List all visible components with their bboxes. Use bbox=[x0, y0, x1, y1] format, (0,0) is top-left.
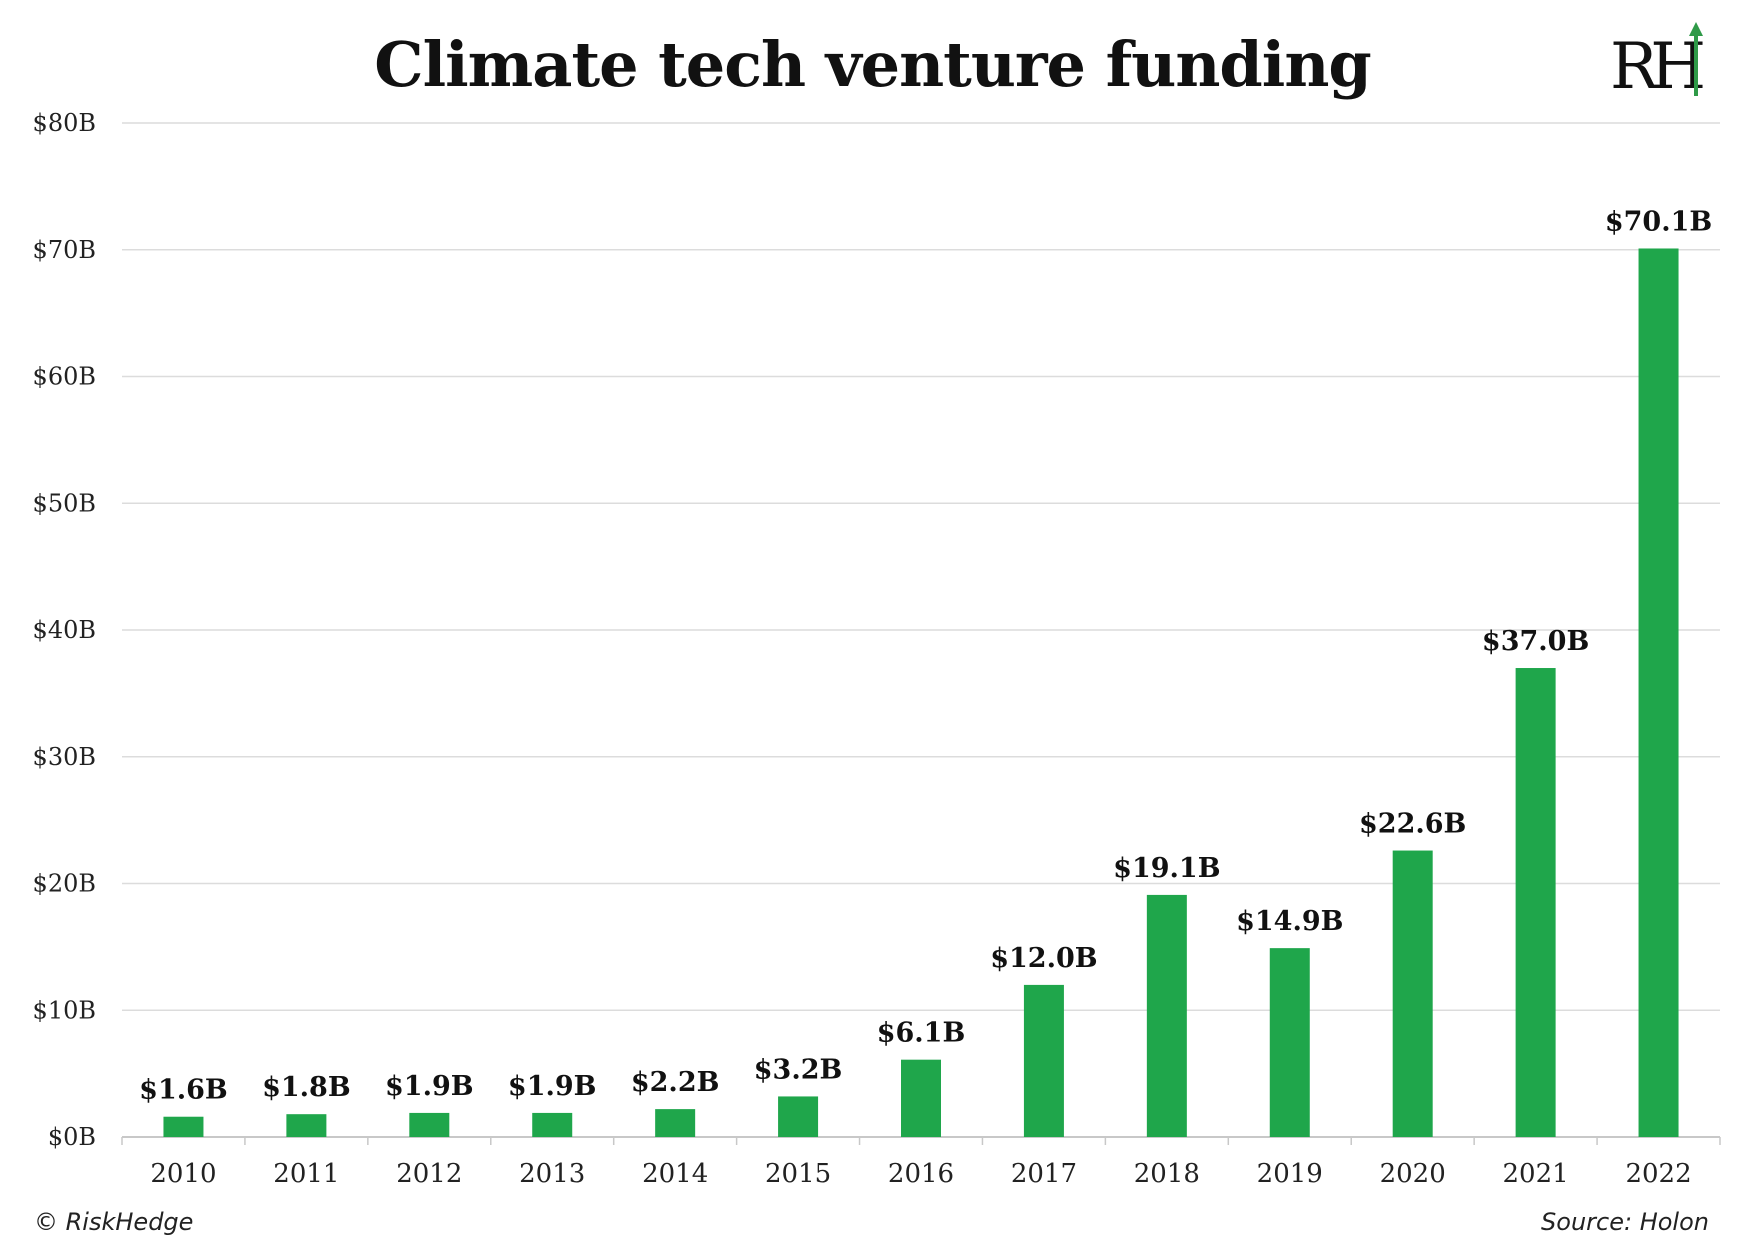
bar-2011 bbox=[286, 1114, 327, 1137]
x-tick-label: 2021 bbox=[1503, 1159, 1569, 1189]
data-label: $37.0B bbox=[1482, 626, 1589, 657]
copyright-text: © RiskHedge bbox=[34, 1208, 194, 1236]
bar-2019 bbox=[1269, 948, 1310, 1137]
x-tick-label: 2012 bbox=[396, 1159, 462, 1189]
x-tick-label: 2011 bbox=[273, 1159, 339, 1189]
x-tick-label: 2010 bbox=[150, 1159, 216, 1189]
source-text: Source: Holon bbox=[1541, 1208, 1709, 1236]
y-axis-labels: $0B $10B $20B $30B $40B $50B $60B $70B $80B bbox=[33, 109, 96, 1151]
x-tick-label: 2019 bbox=[1257, 1159, 1323, 1189]
bar-2021 bbox=[1515, 668, 1556, 1137]
x-tick-label: 2022 bbox=[1625, 1159, 1691, 1189]
y-tick-label: $20B bbox=[33, 870, 96, 898]
bar-2018 bbox=[1146, 894, 1187, 1137]
y-tick-label: $10B bbox=[33, 996, 96, 1024]
data-label: $14.9B bbox=[1236, 906, 1343, 937]
x-tick-label: 2018 bbox=[1134, 1159, 1200, 1189]
bar-2022 bbox=[1638, 248, 1679, 1138]
data-label: $2.2B bbox=[631, 1067, 720, 1098]
bars bbox=[163, 248, 1679, 1138]
x-tick-label: 2015 bbox=[765, 1159, 831, 1189]
y-tick-label: $60B bbox=[33, 363, 96, 391]
riskhedge-logo: RH bbox=[1610, 22, 1711, 102]
data-label: $12.0B bbox=[990, 943, 1097, 974]
x-tick-label: 2016 bbox=[888, 1159, 954, 1189]
bar-2016 bbox=[901, 1059, 941, 1137]
data-label: $1.9B bbox=[385, 1071, 474, 1102]
bar-2013 bbox=[532, 1112, 573, 1137]
x-tick-label: 2014 bbox=[642, 1159, 708, 1189]
bar-2012 bbox=[409, 1112, 450, 1137]
data-labels: $1.6B $1.8B $1.9B $1.9B $2.2B $3.2B $6.1B $12.0… bbox=[139, 206, 1712, 1105]
y-tick-label: $80B bbox=[33, 109, 96, 137]
x-tick-label: 2020 bbox=[1380, 1159, 1446, 1189]
y-tick-label: $40B bbox=[33, 616, 96, 644]
x-tick-label: 2013 bbox=[519, 1159, 585, 1189]
bar-2020 bbox=[1392, 850, 1433, 1137]
data-label: $3.2B bbox=[754, 1054, 843, 1085]
bar-2015 bbox=[778, 1096, 819, 1137]
data-label: $6.1B bbox=[877, 1018, 966, 1049]
y-tick-label: $50B bbox=[33, 489, 96, 517]
y-tick-label: $0B bbox=[48, 1123, 96, 1151]
bar-2017 bbox=[1023, 984, 1064, 1137]
data-label: $1.9B bbox=[508, 1071, 597, 1102]
gridlines bbox=[121, 122, 1721, 1145]
x-axis-labels: 2010 2011 2012 2013 2014 2015 2016 2017 2018 2019… bbox=[150, 1159, 1691, 1189]
data-label: $70.1B bbox=[1605, 206, 1712, 237]
bar-2010 bbox=[163, 1116, 204, 1137]
data-label: $1.8B bbox=[262, 1072, 351, 1103]
y-tick-label: $70B bbox=[33, 236, 96, 264]
chart-title: Climate tech venture funding bbox=[374, 28, 1372, 101]
data-label: $22.6B bbox=[1359, 809, 1466, 840]
x-tick-label: 2017 bbox=[1011, 1159, 1077, 1189]
data-label: $19.1B bbox=[1113, 853, 1220, 884]
bar-chart: $0B $10B $20B $30B $40B $50B $60B $70B $80B 2010… bbox=[33, 109, 1721, 1189]
bar-2014 bbox=[655, 1109, 696, 1137]
y-tick-label: $30B bbox=[33, 743, 96, 771]
data-label: $1.6B bbox=[139, 1075, 228, 1106]
